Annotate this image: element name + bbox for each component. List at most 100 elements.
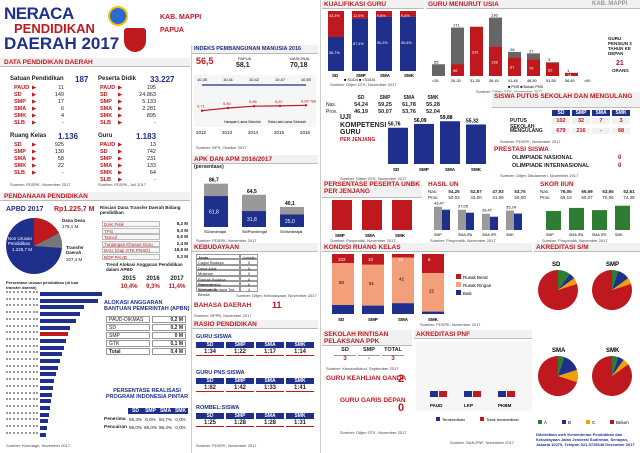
urusan-label-placeholder (6, 398, 38, 401)
urusan-bar (40, 352, 62, 357)
row-value: - (154, 120, 156, 126)
hasil-value: 28,47 (482, 208, 493, 213)
year-label: 2013 (222, 130, 233, 135)
persentase-urusan-label: Persentase urusan pendidikan (di luar tr… (6, 280, 79, 290)
pnf-bar-terakreditasi (498, 391, 506, 397)
guru-total: 1.183 (136, 132, 157, 141)
un-nas: 61,78 (402, 102, 416, 108)
ukg-value: 59,88 (440, 115, 453, 121)
row-value: 13 (149, 142, 156, 148)
dpd-title-bar (0, 58, 190, 67)
kondisi-top-label: 10 (368, 257, 374, 262)
putus-value: 216 (572, 128, 590, 134)
akr-slice (612, 278, 632, 290)
akr-slice (612, 270, 629, 290)
apbn-value: 0 M (152, 332, 186, 339)
usia-cat: 36-40 (489, 79, 499, 83)
divider (320, 0, 321, 453)
urusan-label-placeholder (6, 297, 38, 300)
row-label: PAUD (14, 85, 30, 91)
unbk-bar (392, 200, 412, 230)
row-value: 149 (54, 92, 64, 98)
rasio-value: 1:33 (256, 385, 284, 392)
gurugaris-title: GURU GARIS DEPAN (340, 397, 406, 404)
hasil-2017-bar (466, 212, 474, 230)
non-label: 43,3% (329, 14, 340, 18)
corner-kab: KAB. MAPPI (592, 1, 628, 7)
arrow-icon: ▶ (118, 106, 123, 112)
usia-title: GURU MENURUT USIA (428, 1, 499, 8)
unbk-cat: SMK (395, 233, 406, 238)
putus-value: 679 (552, 128, 570, 134)
row-value: - (62, 170, 64, 176)
kondisi-berat (332, 254, 354, 263)
apk-subtitle: (persentase) (194, 164, 224, 170)
usia-pns-label: 138 (491, 59, 498, 64)
satuan-label: Satuan Pendidikan (10, 76, 64, 82)
rasio-value: 1:17 (256, 349, 284, 356)
non-s1-bar (400, 11, 416, 17)
usia-pns-bar (470, 26, 483, 76)
ukg-value: 56,09 (414, 118, 427, 124)
keb-label: Cagar Budaya (196, 259, 240, 265)
un-head: SMP (379, 95, 391, 101)
pensiun-label: GURU PENSIUN 3 TAHUN KE DEPAN (608, 36, 632, 56)
hasil-2017-bar (514, 213, 522, 230)
usia-non-bar (451, 27, 464, 65)
pnf-bar-tidak (439, 391, 447, 397)
usia-pns-bar (527, 59, 540, 76)
unbk-title: PERSENTASE PESERTA UNBK PER JENJANG (324, 181, 420, 195)
hasil-2017-bar (442, 209, 450, 230)
row-value: 24.863 (139, 92, 156, 98)
ipm-line-chart: 2012 2013 2014 2015 2016 10,35 10,41 10,42 10,47… (194, 75, 316, 135)
row-value: 895 (146, 113, 156, 119)
usia-non-label: 3 (548, 57, 551, 62)
pip-row-label: Penerima (104, 417, 126, 422)
urusan-label-placeholder (6, 371, 38, 374)
skor-nas: 63,65 (602, 189, 614, 194)
rintisan-title: SEKOLAH RINTISAN PELAKSANA PPK (324, 331, 389, 345)
rasio-value: 1:34 (196, 349, 224, 356)
akr-slice (558, 356, 578, 376)
row-value: 2.281 (142, 106, 156, 112)
pnf-cat: LKP (464, 403, 473, 408)
hasil-nas: 47,93 (492, 189, 504, 194)
rintisan-title-bar (322, 330, 412, 346)
un-prov: 52,04 (426, 109, 440, 115)
skor-nas: 52,61 (623, 189, 635, 194)
akr-slice (538, 270, 578, 310)
row-value: 231 (146, 156, 156, 162)
keb-value: 0 (240, 259, 258, 265)
keb-value: 0 (240, 264, 258, 271)
kual-cat: SMK (404, 73, 415, 78)
hasil-prov: 50,03 (448, 195, 460, 200)
pie-label-danadesa: Dana Desa (62, 218, 86, 223)
non-label: 12,6% (353, 14, 364, 18)
keb-value: 4 (240, 286, 258, 292)
pie-val-nonurusan: 1.225,7 M (12, 247, 33, 252)
pnf-title-bar (414, 330, 532, 339)
row-label: SMP (14, 99, 26, 105)
row-label: SMK (14, 113, 27, 119)
kondisi-berat (362, 254, 384, 265)
putus-head: SMK (612, 110, 630, 116)
pie-label-transfer: Transfer Daerah (66, 245, 84, 255)
kondisi-legend-label: Rusak Berat (463, 275, 489, 280)
pnf-bar-chart: PAUD LKP PKBM Terakreditasi Tidak terakredit… (416, 341, 532, 422)
usia-cat: 31-35 (470, 79, 480, 83)
bahasa-value: 11 (272, 300, 282, 310)
ipm-source: Sumber: BPS, Oktober 2017 (196, 145, 247, 150)
apbn-value: 0,2 M (152, 324, 186, 331)
rincian-label: TPG (102, 227, 160, 234)
rasio-value: 1:82 (196, 385, 224, 392)
tren-year: 2016 (146, 276, 160, 282)
unbk-bar (332, 200, 352, 230)
urusan-label-placeholder (6, 344, 38, 347)
row-label: SMP (100, 156, 112, 162)
kondisi-baik (362, 305, 384, 314)
tren-year: 2017 (170, 276, 184, 282)
hasil-2016-bar (506, 210, 514, 230)
divider (191, 45, 192, 453)
bahasa-source: Sumber: BPPB, November 2017 (194, 313, 252, 318)
keb-value: 0 (240, 275, 258, 282)
